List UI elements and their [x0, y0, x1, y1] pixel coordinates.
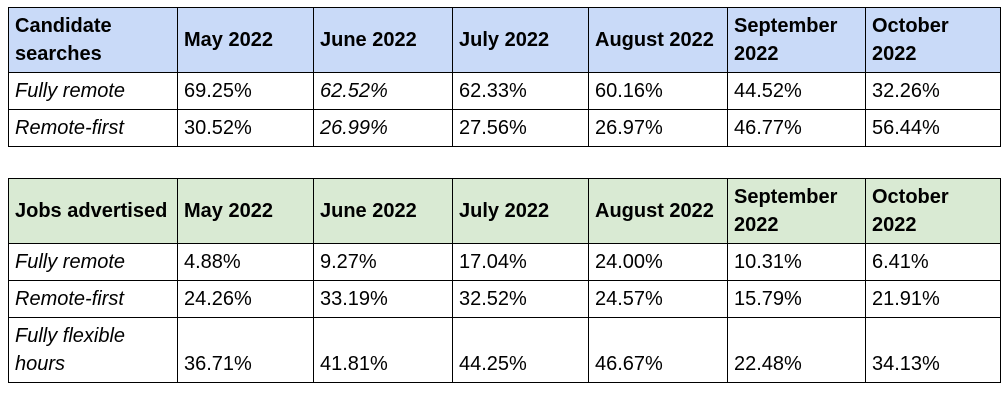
- data-cell: 10.31%: [727, 243, 866, 281]
- column-header-june: June 2022: [313, 178, 453, 244]
- row-label: Fully flexible hours: [8, 317, 178, 383]
- row-label: Remote-first: [8, 280, 178, 318]
- row-label: Fully remote: [8, 243, 178, 281]
- data-cell: 24.26%: [177, 280, 314, 318]
- data-cell: 33.19%: [313, 280, 453, 318]
- data-cell: 21.91%: [865, 280, 1001, 318]
- data-cell: 44.52%: [727, 72, 866, 110]
- column-header-may: May 2022: [177, 178, 314, 244]
- data-cell: 27.56%: [452, 109, 589, 147]
- data-cell: 6.41%: [865, 243, 1001, 281]
- table-row: Remote-first 30.52% 26.99% 27.56% 26.97%…: [8, 109, 1001, 147]
- table-title-cell: Jobs advertised: [8, 178, 178, 244]
- data-cell: 26.99%: [313, 109, 453, 147]
- data-cell: 34.13%: [865, 317, 1001, 383]
- data-cell: 22.48%: [727, 317, 866, 383]
- data-cell: 62.33%: [452, 72, 589, 110]
- column-header-may: May 2022: [177, 7, 314, 73]
- data-cell: 41.81%: [313, 317, 453, 383]
- data-cell: 4.88%: [177, 243, 314, 281]
- data-cell: 46.77%: [727, 109, 866, 147]
- data-cell: 44.25%: [452, 317, 589, 383]
- column-header-august: August 2022: [588, 178, 728, 244]
- data-cell: 24.00%: [588, 243, 728, 281]
- table-row: Remote-first 24.26% 33.19% 32.52% 24.57%…: [8, 280, 1001, 318]
- column-header-october: October 2022: [865, 7, 1001, 73]
- table-row: Fully remote 69.25% 62.52% 62.33% 60.16%…: [8, 72, 1001, 110]
- table-row: Fully flexible hours 36.71% 41.81% 44.25…: [8, 317, 1001, 383]
- column-header-july: July 2022: [452, 7, 589, 73]
- column-header-june: June 2022: [313, 7, 453, 73]
- column-header-september: September 2022: [727, 7, 866, 73]
- data-cell: 32.52%: [452, 280, 589, 318]
- candidate-searches-table: Candidate searches May 2022 June 2022 Ju…: [8, 7, 1001, 147]
- data-cell: 36.71%: [177, 317, 314, 383]
- data-cell: 62.52%: [313, 72, 453, 110]
- data-cell: 15.79%: [727, 280, 866, 318]
- column-header-july: July 2022: [452, 178, 589, 244]
- data-cell: 60.16%: [588, 72, 728, 110]
- header-row: Jobs advertised May 2022 June 2022 July …: [8, 178, 1001, 244]
- header-row: Candidate searches May 2022 June 2022 Ju…: [8, 7, 1001, 73]
- data-cell: 56.44%: [865, 109, 1001, 147]
- data-cell: 30.52%: [177, 109, 314, 147]
- table-row: Fully remote 4.88% 9.27% 17.04% 24.00% 1…: [8, 243, 1001, 281]
- row-label: Fully remote: [8, 72, 178, 110]
- table-gap: [8, 147, 1006, 178]
- data-cell: 32.26%: [865, 72, 1001, 110]
- data-cell: 9.27%: [313, 243, 453, 281]
- column-header-august: August 2022: [588, 7, 728, 73]
- table-title-cell: Candidate searches: [8, 7, 178, 73]
- data-cell: 69.25%: [177, 72, 314, 110]
- jobs-advertised-table: Jobs advertised May 2022 June 2022 July …: [8, 178, 1001, 383]
- column-header-october: October 2022: [865, 178, 1001, 244]
- data-cell: 24.57%: [588, 280, 728, 318]
- column-header-september: September 2022: [727, 178, 866, 244]
- row-label: Remote-first: [8, 109, 178, 147]
- data-cell: 17.04%: [452, 243, 589, 281]
- data-cell: 26.97%: [588, 109, 728, 147]
- data-cell: 46.67%: [588, 317, 728, 383]
